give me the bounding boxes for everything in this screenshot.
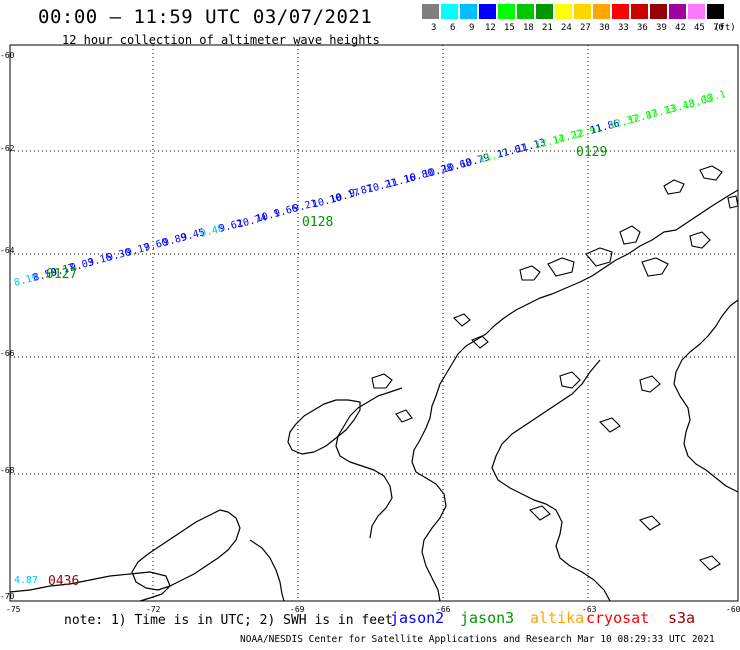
satellite-jason2: jason2 bbox=[390, 609, 445, 627]
lat-label-70: -70 bbox=[0, 592, 15, 601]
pass-label-0436: 0436 bbox=[48, 574, 80, 589]
lat-label-66: -66 bbox=[0, 349, 15, 358]
coast-peninsula bbox=[411, 189, 739, 602]
scale-swatch-45 bbox=[688, 4, 705, 19]
scale-label-45: 45 bbox=[694, 23, 705, 33]
island-9 bbox=[689, 231, 711, 249]
swh-value-south: 4.87 bbox=[14, 575, 39, 586]
scale-label-42: 42 bbox=[675, 23, 686, 33]
coast-ice-south bbox=[249, 539, 285, 602]
island-5 bbox=[585, 247, 613, 267]
coastline bbox=[9, 189, 739, 602]
lon-label-75: -75 bbox=[6, 605, 21, 614]
scale-label-9: 9 bbox=[469, 23, 475, 33]
scale-label-33: 33 bbox=[618, 23, 629, 33]
scale-swatch-30 bbox=[593, 4, 610, 19]
scale-label-39: 39 bbox=[656, 23, 667, 33]
island-8 bbox=[641, 257, 669, 277]
island-15 bbox=[639, 375, 661, 393]
footer-note: note: 1) Time is in UTC; 2) SWH is in fe… bbox=[64, 613, 393, 628]
satellite-jason3: jason3 bbox=[460, 609, 515, 627]
scale-label-30: 30 bbox=[599, 23, 610, 33]
scale-swatch-70 bbox=[707, 4, 724, 19]
coast-southwest bbox=[9, 571, 171, 602]
lon-label-72: -72 bbox=[146, 605, 161, 614]
scale-swatch-3 bbox=[422, 4, 439, 19]
satellite-altika: altika bbox=[530, 609, 585, 627]
lon-label-63: -63 bbox=[582, 605, 597, 614]
scale-swatch-24 bbox=[555, 4, 572, 19]
island-10 bbox=[453, 313, 471, 327]
island-6 bbox=[547, 257, 575, 277]
scale-swatch-42 bbox=[669, 4, 686, 19]
scale-label-18: 18 bbox=[523, 23, 534, 33]
island-18 bbox=[638, 515, 661, 531]
scale-swatch-33 bbox=[612, 4, 629, 19]
scale-label-24: 24 bbox=[561, 23, 572, 33]
scale-swatch-36 bbox=[631, 4, 648, 19]
island-11 bbox=[471, 335, 489, 349]
pass-label-0129: 0129 bbox=[576, 145, 608, 160]
scale-label-27: 27 bbox=[580, 23, 591, 33]
satellite-s3a: s3a bbox=[668, 609, 696, 627]
island-17 bbox=[528, 505, 551, 521]
island-1 bbox=[663, 179, 685, 195]
islands bbox=[371, 165, 739, 571]
coast-east-shelf bbox=[673, 299, 739, 493]
scale-swatch-27 bbox=[574, 4, 591, 19]
scale-swatch-21 bbox=[536, 4, 553, 19]
lon-label-66: -66 bbox=[436, 605, 451, 614]
lon-label-69: -69 bbox=[290, 605, 305, 614]
island-3 bbox=[727, 195, 739, 209]
coast-adelaide bbox=[335, 387, 403, 539]
page-subtitle: 12 hour collection of altimeter wave hei… bbox=[62, 33, 380, 47]
island-12 bbox=[371, 373, 393, 389]
footer-credit: NOAA/NESDIS Center for Satellite Applica… bbox=[240, 634, 715, 645]
scale-label-21: 21 bbox=[542, 23, 553, 33]
lat-label-62: -62 bbox=[0, 144, 15, 153]
scale-swatch-39 bbox=[650, 4, 667, 19]
island-4 bbox=[619, 225, 641, 245]
scale-label-3: 3 bbox=[431, 23, 437, 33]
pass-label-0128: 0128 bbox=[302, 215, 334, 230]
graticule bbox=[10, 45, 738, 601]
island-7 bbox=[519, 265, 541, 281]
scale-label-15: 15 bbox=[504, 23, 515, 33]
island-19 bbox=[698, 555, 721, 571]
coast-alexander bbox=[131, 509, 241, 591]
scale-unit: (ft) bbox=[714, 23, 736, 33]
scale-label-6: 6 bbox=[450, 23, 456, 33]
pass-label-0127: 0127 bbox=[46, 267, 78, 282]
island-16 bbox=[598, 417, 621, 433]
coast-island-west bbox=[287, 399, 361, 455]
scale-label-70: 70 bbox=[713, 23, 724, 33]
lat-label-64: -64 bbox=[0, 246, 15, 255]
lat-label-68: -68 bbox=[0, 466, 15, 475]
lat-label-60: -60 bbox=[0, 51, 15, 60]
coast-inner bbox=[491, 359, 611, 602]
scale-swatch-12 bbox=[479, 4, 496, 19]
scale-label-36: 36 bbox=[637, 23, 648, 33]
page-title: 00:00 – 11:59 UTC 03/07/2021 bbox=[38, 6, 373, 28]
lon-label-60: -60 bbox=[726, 605, 740, 614]
scale-swatch-6 bbox=[441, 4, 458, 19]
satellite-cryosat: cryosat bbox=[586, 609, 650, 627]
island-13 bbox=[395, 409, 413, 423]
scale-swatch-15 bbox=[498, 4, 515, 19]
island-14 bbox=[559, 371, 581, 389]
scale-swatch-18 bbox=[517, 4, 534, 19]
island-2 bbox=[699, 165, 723, 181]
scale-swatch-9 bbox=[460, 4, 477, 19]
map-frame bbox=[9, 44, 739, 602]
scale-label-12: 12 bbox=[485, 23, 496, 33]
